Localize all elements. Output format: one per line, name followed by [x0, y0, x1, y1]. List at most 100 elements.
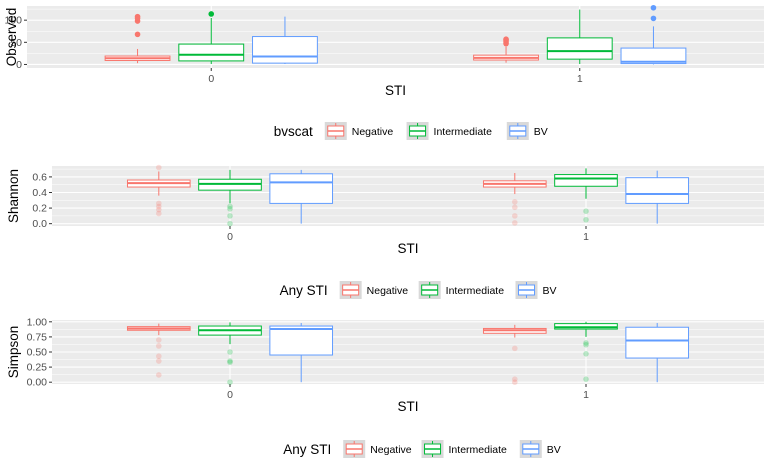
box-negative-1 — [473, 36, 539, 63]
legend-label: Intermediate — [446, 285, 505, 297]
box-intermediate-1 — [546, 9, 613, 65]
x-tick-label: 1 — [577, 73, 583, 85]
y-tick-label: 0.00 — [27, 377, 48, 389]
box-bv-0 — [252, 16, 318, 65]
box-bv-0 — [269, 323, 334, 383]
legend: Any STI Negative Intermediate BV — [280, 281, 557, 299]
outlier-point — [583, 351, 589, 357]
outlier-point — [156, 164, 162, 171]
outlier-point — [583, 376, 589, 382]
legend-entry-intermediate: Intermediate — [406, 122, 493, 140]
box-negative-0 — [126, 164, 191, 217]
box-bv-1 — [625, 323, 690, 383]
box-intermediate-0 — [198, 169, 262, 227]
box-iqr — [269, 325, 334, 356]
legend-entry-intermediate: Intermediate — [421, 440, 508, 458]
box-iqr — [620, 47, 687, 65]
y-tick-label: 0.25 — [27, 362, 48, 374]
x-axis-title: STI — [397, 399, 418, 414]
y-tick-label: 0.75 — [27, 331, 48, 343]
legend-entry-negative: Negative — [339, 281, 409, 299]
box-iqr — [178, 43, 245, 62]
legend-label: Intermediate — [449, 444, 508, 456]
box-intermediate-1 — [554, 168, 618, 223]
x-tick-label: 0 — [227, 231, 233, 243]
box-iqr — [625, 177, 690, 204]
legend-entry-bv: BV — [519, 440, 561, 458]
box-iqr — [269, 173, 334, 204]
outlier-point — [650, 4, 657, 11]
y-tick-label: 0.50 — [27, 347, 48, 359]
outlier-point — [227, 359, 233, 366]
outlier-point — [512, 199, 518, 205]
outlier-point — [156, 206, 162, 213]
legend: Any STI Negative Intermediate BV — [283, 440, 561, 458]
outlier-point — [156, 358, 162, 364]
legend-label: Negative — [352, 126, 394, 138]
outlier-point — [227, 379, 233, 385]
outlier-point — [583, 216, 589, 223]
outlier-point — [156, 353, 162, 360]
outlier-point — [156, 337, 162, 343]
x-axis-title: STI — [385, 83, 406, 98]
x-tick-label: 0 — [227, 389, 233, 401]
outlier-point — [512, 213, 518, 219]
box-iqr — [554, 174, 618, 187]
box-intermediate-1 — [554, 321, 618, 382]
outlier-point — [512, 204, 518, 211]
legend-entry-bv: BV — [515, 281, 557, 299]
outlier-point — [512, 376, 518, 382]
box-intermediate-0 — [198, 322, 262, 385]
legend-entry-negative: Negative — [324, 122, 394, 140]
outlier-point — [227, 349, 233, 355]
legend-label: Intermediate — [434, 126, 493, 138]
outlier-point — [583, 341, 589, 348]
box-negative-0 — [126, 323, 191, 378]
outlier-point — [227, 203, 233, 210]
outlier-point — [134, 13, 141, 20]
y-tick-label: 0.2 — [32, 203, 47, 215]
outlier-point — [208, 11, 215, 17]
box-iqr — [546, 37, 613, 60]
outlier-point — [512, 379, 518, 385]
outlier-point — [156, 203, 162, 210]
y-tick-label: 100 — [4, 15, 22, 27]
outlier-point — [650, 15, 657, 22]
legend-entry-negative: Negative — [343, 440, 412, 458]
y-tick-label: 50 — [10, 37, 22, 49]
box-iqr — [252, 36, 318, 64]
outlier-point — [156, 200, 162, 207]
legend-title: Any STI — [280, 283, 328, 298]
outlier-point — [156, 343, 162, 349]
outlier-point — [134, 31, 141, 38]
outlier-point — [227, 358, 233, 364]
outlier-point — [583, 340, 589, 346]
panel-shannon: 0.0 0.2 0.4 0.6 0 1 Shannon STI Any STI Negative I… — [6, 164, 764, 299]
box-bv-0 — [269, 169, 334, 224]
legend-label: BV — [543, 285, 557, 297]
legend-label: Negative — [367, 285, 409, 297]
box-bv-1 — [620, 4, 687, 65]
legend-entry-intermediate: Intermediate — [418, 281, 505, 299]
legend-entry-bv: BV — [506, 122, 548, 140]
legend-label: Negative — [370, 444, 412, 456]
y-tick-label: 0.4 — [32, 187, 47, 199]
y-axis-title: Shannon — [6, 169, 21, 223]
box-iqr — [625, 326, 690, 359]
box-negative-1 — [482, 173, 547, 226]
box-negative-0 — [104, 13, 171, 64]
y-tick-label: 1.00 — [27, 316, 48, 328]
box-intermediate-0 — [178, 11, 245, 65]
legend-title: Any STI — [283, 442, 331, 457]
box-negative-1 — [482, 324, 547, 385]
y-tick-label: 0 — [16, 59, 22, 71]
outlier-point — [583, 208, 589, 214]
y-axis-title: Observed — [4, 8, 19, 67]
y-tick-label: 0.0 — [32, 218, 47, 230]
panel-observed: 0 50 100 0 1 Observed STI bvscat Negative Interme… — [4, 4, 764, 140]
outlier-point — [512, 220, 518, 226]
legend-label: BV — [547, 444, 561, 456]
x-tick-label: 1 — [583, 231, 589, 243]
y-tick-label: 0.6 — [32, 171, 47, 183]
